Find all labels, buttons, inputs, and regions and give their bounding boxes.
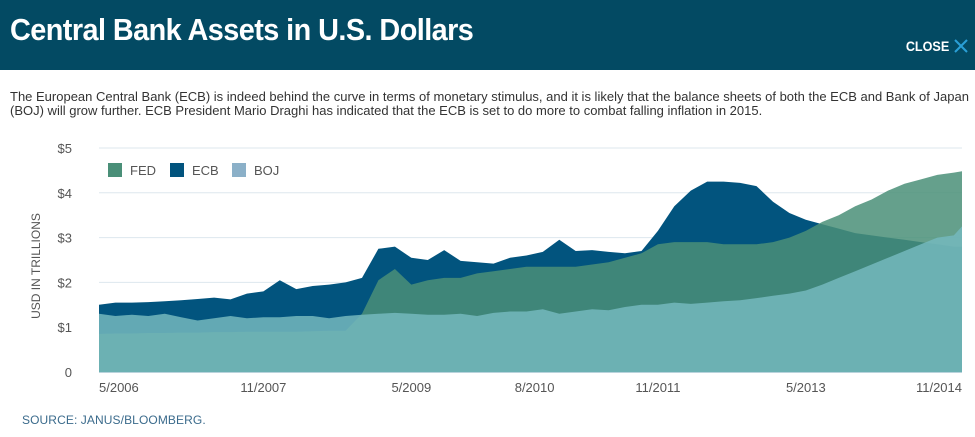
legend-label: BOJ (254, 163, 279, 178)
legend-item-fed[interactable]: FED (108, 163, 156, 178)
area-chart: 0 $1 $2 $3 $4 $5 5/2006 11/2007 5/2009 8/2010 11/… (29, 141, 962, 395)
x-tick-label: 5/2013 (786, 380, 826, 395)
close-button[interactable]: CLOSE (901, 35, 969, 57)
x-tick-label: 5/2009 (391, 380, 431, 395)
legend-swatch (108, 163, 122, 177)
legend-item-boj[interactable]: BOJ (232, 163, 279, 178)
legend-swatch (170, 163, 184, 177)
y-tick-label: $3 (58, 231, 72, 246)
legend-label: ECB (192, 163, 219, 178)
x-tick-label: 11/2011 (635, 380, 680, 395)
legend-swatch (232, 163, 246, 177)
y-tick-label: $4 (58, 186, 72, 201)
close-x-icon[interactable] (953, 38, 969, 54)
series-areas (99, 171, 962, 373)
x-tick-label: 5/2006 (99, 380, 139, 395)
y-tick-label: $1 (58, 320, 72, 335)
modal-header: Central Bank Assets in U.S. Dollars CLOS… (0, 0, 975, 70)
source-note: SOURCE: JANUS/BLOOMBERG. (22, 413, 206, 427)
y-tick-label: $5 (58, 141, 72, 156)
y-axis-title: USD IN TRILLIONS (29, 213, 43, 319)
y-tick-label: $2 (58, 275, 72, 290)
chart-description: The European Central Bank (ECB) is indee… (10, 89, 969, 118)
close-label: CLOSE (905, 38, 949, 54)
x-tick-label: 8/2010 (515, 380, 555, 395)
legend: FED ECB BOJ (108, 163, 279, 178)
legend-item-ecb[interactable]: ECB (170, 163, 219, 178)
x-axis: 5/2006 11/2007 5/2009 8/2010 11/2011 5/2013 11… (99, 380, 962, 395)
area-boj (99, 226, 962, 372)
legend-label: FED (130, 163, 156, 178)
y-axis: 0 $1 $2 $3 $4 $5 (58, 141, 72, 380)
x-tick-label: 11/2007 (240, 380, 286, 395)
x-tick-label: 11/2014 (916, 380, 962, 395)
page-title: Central Bank Assets in U.S. Dollars (10, 12, 474, 47)
chart-container: 0 $1 $2 $3 $4 $5 5/2006 11/2007 5/2009 8/2010 11/… (0, 135, 975, 400)
y-tick-label: 0 (65, 365, 72, 380)
